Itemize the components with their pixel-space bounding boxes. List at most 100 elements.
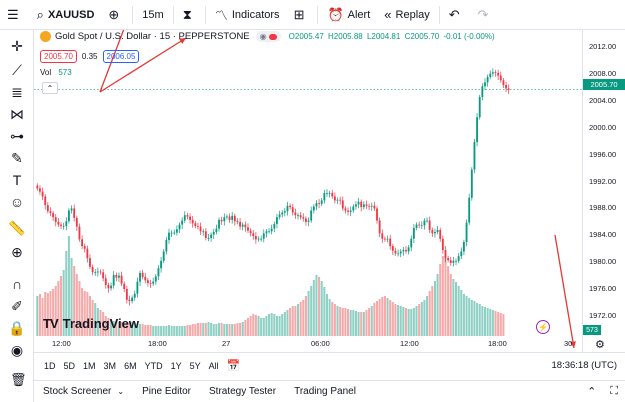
volume-bar [460, 290, 463, 336]
price-chart[interactable] [34, 30, 582, 352]
time-axis[interactable]: 12:00 18:00 27 06:00 12:00 18:00 30 [34, 336, 582, 352]
volume-bar [457, 286, 460, 336]
candle-body [494, 72, 497, 74]
candle-body [181, 220, 184, 225]
eye-icon[interactable]: ◉ [10, 341, 24, 358]
price-tick-label: 2008.00 [589, 69, 617, 79]
tab-pine-editor[interactable]: Pine Editor [133, 386, 200, 397]
volume-bar [378, 299, 381, 336]
brush-icon[interactable]: ✎ [11, 149, 23, 166]
text-icon[interactable]: T [12, 172, 22, 188]
maximize-icon[interactable]: ⛶ [610, 385, 618, 397]
pattern-icon[interactable]: ⋈ [10, 105, 24, 122]
visibility-toggle[interactable]: ◉ [255, 31, 281, 42]
range-all[interactable]: All [208, 360, 219, 371]
range-6m[interactable]: 6M [124, 360, 137, 371]
chevron-up-icon[interactable]: ⌃ [587, 386, 597, 398]
volume-bar [173, 326, 176, 336]
candle-body [273, 223, 276, 229]
volume-bar [117, 322, 120, 336]
candle-body [186, 215, 189, 217]
trash-icon[interactable]: 🗑 [10, 372, 27, 387]
candle-body [110, 285, 112, 289]
candle-body [407, 247, 410, 252]
volume-bar [368, 308, 371, 336]
range-ytd[interactable]: YTD [144, 360, 163, 371]
candle-body [344, 208, 347, 211]
candle-body [439, 229, 442, 239]
volume-bar [365, 310, 368, 336]
buy-button[interactable]: 2006.05 [102, 50, 140, 63]
volume-bar [167, 325, 170, 336]
volume-bar [476, 303, 479, 336]
range-5y[interactable]: 5Y [189, 360, 201, 371]
fib-retracement-icon[interactable]: ≣ [11, 83, 23, 100]
candle-body [397, 253, 400, 255]
candle-body [70, 208, 73, 211]
gear-icon[interactable]: ⚙ [595, 339, 605, 351]
trend-line-icon[interactable]: ⟋ [12, 61, 22, 78]
volume-bar [318, 277, 321, 336]
compare-symbol-button[interactable]: ⊕ [101, 0, 130, 30]
magnet-icon[interactable]: ∩ [11, 276, 23, 292]
ruler-icon[interactable]: 📏 [8, 219, 26, 236]
candle-body [423, 220, 426, 226]
tradingview-logo[interactable]: TV TradingView [43, 316, 139, 331]
candle-body [331, 193, 334, 197]
crosshair-icon[interactable]: ✛ [11, 37, 23, 54]
clock[interactable]: 18:36:18 (UTC) [551, 360, 617, 371]
price-axis[interactable]: 2012.00 2008.00 2004.00 2000.00 1996.00 1992.… [582, 30, 625, 352]
candle-body [78, 226, 81, 240]
range-5d[interactable]: 5D [63, 360, 76, 371]
candle-body [355, 204, 357, 207]
redo-button[interactable]: ↷ [471, 0, 500, 30]
prediction-icon[interactable]: ⊶ [10, 127, 24, 144]
lightning-icon[interactable]: ⚡ [536, 320, 550, 334]
goto-date-icon[interactable]: 📅 [226, 360, 241, 372]
tab-strategy-tester[interactable]: Strategy Tester [200, 386, 285, 397]
volume-bar [239, 323, 242, 336]
lock-drawing-icon[interactable]: ✐ [11, 297, 23, 314]
volume-bar [162, 326, 165, 336]
indicators-button[interactable]: 〽 Indicators [208, 0, 287, 30]
candle-body [499, 75, 502, 81]
candle-body [160, 260, 163, 269]
replay-button[interactable]: « Replay [377, 0, 436, 30]
candle-body [233, 215, 236, 222]
volume-bar [415, 306, 418, 336]
chart-type-button[interactable]: ⧗ [176, 0, 203, 30]
volume-bar [291, 306, 294, 336]
range-1y[interactable]: 1Y [170, 360, 182, 371]
series-legend[interactable]: Gold Spot / U.S. Dollar · 15 · PEPPERSTO… [40, 31, 497, 42]
candle-body [394, 250, 397, 254]
candle-body [323, 193, 326, 201]
hamburger-icon: ☰ [7, 6, 19, 22]
spread-value: 0.35 [81, 52, 98, 61]
undo-button[interactable]: ↶ [442, 0, 471, 30]
emoji-icon[interactable]: ☺ [9, 194, 25, 210]
lock-icon[interactable]: 🔒 [8, 319, 26, 336]
menu-button[interactable]: ☰ [0, 0, 30, 30]
volume-bar [275, 316, 278, 336]
tab-trading-panel[interactable]: Trading Panel [285, 386, 365, 397]
candle-body [107, 284, 110, 289]
volume-bar [465, 296, 468, 336]
tab-stock-screener[interactable]: Stock Screener ⌄ [34, 386, 133, 397]
high-value: H2005.88 [328, 32, 363, 41]
alert-button[interactable]: ⏰ Alert [320, 0, 377, 30]
range-3m[interactable]: 3M [103, 360, 117, 371]
collapse-legend-button[interactable]: ⌃ [42, 82, 58, 94]
candle-body [202, 231, 205, 233]
volume-bar [441, 256, 444, 336]
volume-bar [470, 300, 473, 336]
symbol-search-button[interactable]: ⌕ XAUUSD [30, 0, 102, 30]
interval-button[interactable]: 15m [135, 0, 170, 30]
range-1d[interactable]: 1D [44, 360, 56, 371]
range-1m[interactable]: 1M [83, 360, 96, 371]
zoom-in-icon[interactable]: ⊕ [11, 243, 23, 260]
templates-button[interactable]: ⊞ [287, 0, 316, 30]
sell-button[interactable]: 2005.70 [40, 50, 77, 63]
volume-legend[interactable]: Vol 573 [40, 68, 72, 77]
candle-body [170, 232, 173, 234]
volume-bar [273, 314, 276, 336]
